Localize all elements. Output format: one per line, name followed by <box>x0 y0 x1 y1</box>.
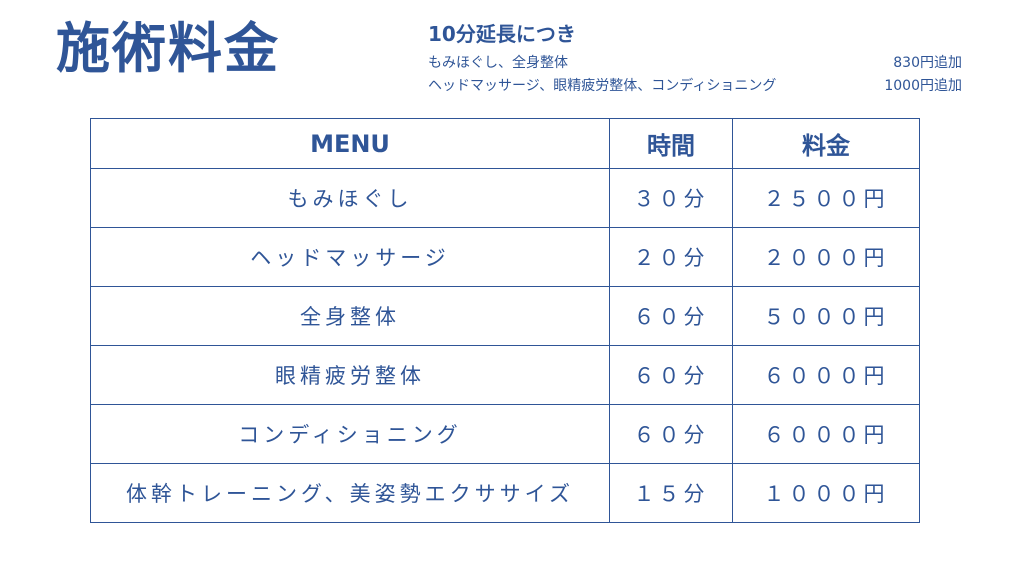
menu-cell: ヘッドマッサージ <box>90 227 610 287</box>
price-cell: ５０００円 <box>732 286 920 346</box>
column-header-menu: MENU <box>90 118 610 169</box>
column-header-time: 時間 <box>609 118 733 169</box>
table-row: 体幹トレーニング、美姿勢エクササイズ １５分 １０００円 <box>90 463 920 523</box>
table-row: ヘッドマッサージ ２０分 ２０００円 <box>90 227 920 287</box>
price-cell: ２０００円 <box>732 227 920 287</box>
extension-item-price: 830円追加 <box>893 55 962 71</box>
page-title: 施術料金 <box>56 17 280 80</box>
menu-cell: もみほぐし <box>90 168 610 228</box>
menu-cell: 体幹トレーニング、美姿勢エクササイズ <box>90 463 610 523</box>
table-header-row: MENU 時間 料金 <box>90 118 920 169</box>
price-cell: １０００円 <box>732 463 920 523</box>
extension-heading: 10分延長につき <box>428 22 576 46</box>
table-row: もみほぐし ３０分 ２５００円 <box>90 168 920 228</box>
price-cell: ６０００円 <box>732 345 920 405</box>
time-cell: ６０分 <box>609 404 733 464</box>
time-cell: ２０分 <box>609 227 733 287</box>
time-cell: １５分 <box>609 463 733 523</box>
price-cell: ６０００円 <box>732 404 920 464</box>
price-cell: ２５００円 <box>732 168 920 228</box>
extension-item-price: 1000円追加 <box>884 78 962 94</box>
extension-line: ヘッドマッサージ、眼精疲労整体、コンディショニング 1000円追加 <box>428 79 962 93</box>
price-table: MENU 時間 料金 もみほぐし ３０分 ２５００円 ヘッドマッサージ ２０分 … <box>90 118 920 523</box>
extension-item-name: もみほぐし、全身整体 <box>428 55 568 71</box>
table-row: コンディショニング ６０分 ６０００円 <box>90 404 920 464</box>
column-header-price: 料金 <box>732 118 920 169</box>
menu-cell: 全身整体 <box>90 286 610 346</box>
menu-cell: コンディショニング <box>90 404 610 464</box>
table-row: 眼精疲労整体 ６０分 ６０００円 <box>90 345 920 405</box>
time-cell: ３０分 <box>609 168 733 228</box>
menu-cell: 眼精疲労整体 <box>90 345 610 405</box>
time-cell: ６０分 <box>609 345 733 405</box>
time-cell: ６０分 <box>609 286 733 346</box>
table-row: 全身整体 ６０分 ５０００円 <box>90 286 920 346</box>
extension-item-name: ヘッドマッサージ、眼精疲労整体、コンディショニング <box>428 78 777 94</box>
extension-line: もみほぐし、全身整体 830円追加 <box>428 56 962 70</box>
